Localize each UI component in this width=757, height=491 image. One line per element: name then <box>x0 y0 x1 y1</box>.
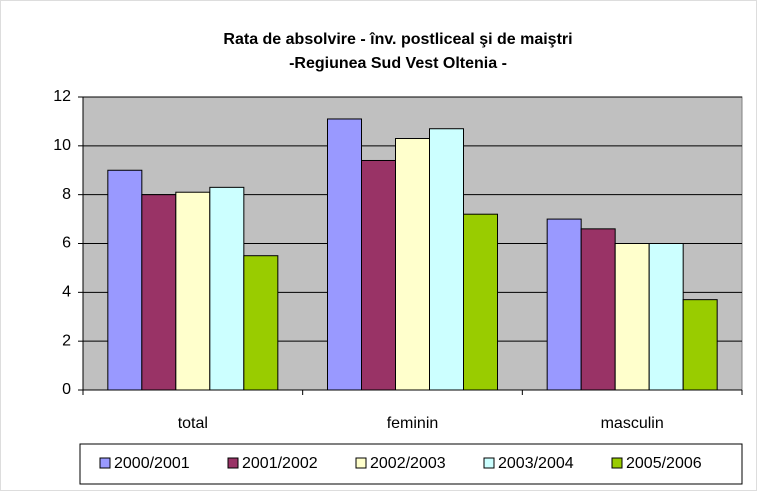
chart-subtitle: -Regiunea Sud Vest Oltenia - <box>289 55 507 72</box>
legend-label: 2000/2001 <box>114 455 190 472</box>
legend-swatch <box>483 457 495 469</box>
bar <box>429 128 464 391</box>
legend-swatch <box>99 457 111 469</box>
y-tick-label: 2 <box>62 332 71 349</box>
legend-label: 2005/2006 <box>626 455 702 472</box>
y-tick-label: 0 <box>62 381 71 398</box>
bar <box>209 186 245 391</box>
x-tick-label: masculin <box>601 415 664 432</box>
legend-swatch <box>355 457 367 469</box>
legend-box <box>79 443 743 485</box>
legend-swatch <box>611 457 623 469</box>
bar <box>395 138 430 391</box>
bar <box>546 218 582 391</box>
x-tick-label: total <box>178 415 208 432</box>
x-tick-label: feminin <box>387 415 439 432</box>
chart-title: Rata de absolvire - înv. postliceal şi d… <box>223 31 572 48</box>
y-tick-label: 8 <box>62 186 71 203</box>
y-tick-label: 12 <box>53 88 71 105</box>
bar <box>580 228 616 391</box>
bar <box>327 118 362 391</box>
y-tick-label: 10 <box>53 137 71 154</box>
bar <box>682 299 718 391</box>
y-tick-label: 6 <box>62 235 71 252</box>
bar <box>648 243 684 391</box>
bar <box>243 255 279 391</box>
bar <box>463 213 498 391</box>
legend-label: 2001/2002 <box>242 455 318 472</box>
bar <box>107 169 143 391</box>
bar <box>141 194 177 391</box>
y-tick-label: 4 <box>62 284 71 301</box>
legend-swatch <box>227 457 239 469</box>
legend-label: 2002/2003 <box>370 455 446 472</box>
bar <box>175 191 211 391</box>
bar <box>361 159 396 391</box>
bar <box>614 243 650 391</box>
legend-label: 2003/2004 <box>498 455 574 472</box>
